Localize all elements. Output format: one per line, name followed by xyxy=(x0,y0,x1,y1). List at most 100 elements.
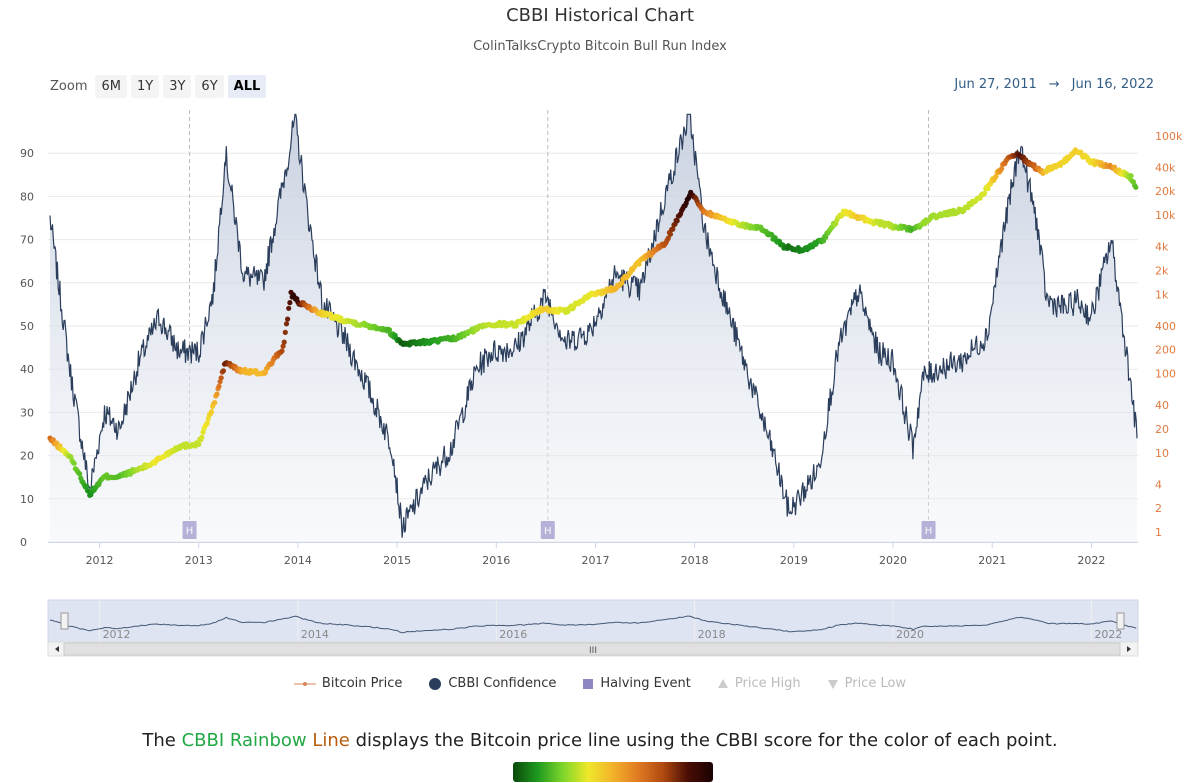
x-tick-label: 2020 xyxy=(879,554,907,567)
right-tick-label: 10k xyxy=(1155,209,1176,222)
x-tick-label: 2019 xyxy=(780,554,808,567)
price-point xyxy=(286,305,292,311)
price-point xyxy=(262,370,268,376)
navigator-series xyxy=(49,615,1137,634)
left-tick-label: 30 xyxy=(20,406,34,419)
navigator: 2012 2014 2016 2018 2020 2022 III xyxy=(47,599,1139,657)
price-point xyxy=(208,409,215,415)
zoom-all-button[interactable]: ALL xyxy=(227,75,267,98)
price-point xyxy=(220,368,226,374)
navigator-label: 2022 xyxy=(1094,628,1122,641)
navigator-label: 2014 xyxy=(301,628,329,641)
right-tick-label: 10 xyxy=(1155,447,1169,460)
scrollbar-thumb[interactable] xyxy=(63,642,1121,656)
navigator-left-handle[interactable] xyxy=(60,612,69,630)
right-tick-label: 40 xyxy=(1155,399,1169,412)
chart-subtitle: ColinTalksCrypto Bitcoin Bull Run Index xyxy=(473,39,727,54)
left-tick-label: 60 xyxy=(20,277,34,290)
line-dot-icon xyxy=(293,681,316,686)
footer-rainbow-word: CBBI Rainbow xyxy=(181,730,307,751)
price-point xyxy=(83,483,89,489)
range-arrow: → xyxy=(1048,77,1060,92)
legend-bitcoin-price[interactable]: Bitcoin Price xyxy=(293,676,403,691)
price-point xyxy=(199,434,205,440)
x-tick-label: 2012 xyxy=(86,554,114,567)
price-point xyxy=(636,261,642,267)
right-tick-label: 1k xyxy=(1155,288,1169,301)
price-point xyxy=(50,437,56,443)
legend-cbbi-confidence[interactable]: CBBI Confidence xyxy=(428,676,556,691)
price-point xyxy=(965,205,971,211)
legend-label: Price High xyxy=(734,676,801,691)
scroll-left-arrow-icon[interactable] xyxy=(55,646,59,652)
x-tick-label: 2017 xyxy=(581,554,609,567)
x-tick-label: 2022 xyxy=(1077,554,1105,567)
price-point xyxy=(674,218,680,224)
left-tick-label: 10 xyxy=(20,493,34,506)
cbbi-area xyxy=(49,113,1138,543)
right-tick-label: 100 xyxy=(1155,368,1176,381)
zoom-label: Zoom xyxy=(50,79,88,94)
bitcoin-price-line xyxy=(47,147,1139,498)
zoom-6m-button[interactable]: 6M xyxy=(95,75,127,98)
scroll-right-arrow-icon[interactable] xyxy=(1127,646,1131,652)
left-tick-label: 0 xyxy=(20,536,27,549)
legend-price-high[interactable]: Price High xyxy=(717,676,801,691)
price-point xyxy=(670,226,676,232)
price-point xyxy=(216,383,222,389)
right-tick-label: 2 xyxy=(1155,502,1162,515)
date-range: Jun 27, 2011 → Jun 16, 2022 xyxy=(948,77,1160,92)
price-point xyxy=(281,339,287,345)
price-point xyxy=(619,280,625,286)
x-tick-label: 2021 xyxy=(978,554,1006,567)
right-tick-label: 400 xyxy=(1155,320,1176,333)
square-icon xyxy=(583,678,594,689)
price-point xyxy=(513,323,519,329)
zoom-6y-button[interactable]: 6Y xyxy=(195,75,224,98)
left-tick-label: 90 xyxy=(20,147,34,160)
legend-price-low[interactable]: Price Low xyxy=(827,676,906,691)
zoom-1y-button[interactable]: 1Y xyxy=(130,75,160,98)
price-point xyxy=(212,400,218,406)
footer-caption: The CBBI Rainbow Line displays the Bitco… xyxy=(0,730,1200,751)
navigator-label: 2018 xyxy=(698,628,726,641)
price-point xyxy=(665,235,671,241)
right-tick-label: 2k xyxy=(1155,264,1169,277)
left-tick-label: 70 xyxy=(20,234,34,247)
right-tick-label: 40k xyxy=(1155,161,1176,174)
price-point xyxy=(204,420,210,426)
legend-halving-event[interactable]: Halving Event xyxy=(582,676,691,691)
price-point xyxy=(279,348,285,354)
price-point xyxy=(196,441,202,447)
price-point xyxy=(283,321,290,327)
price-point xyxy=(999,166,1005,172)
price-point xyxy=(769,232,775,238)
x-tick-label: 2015 xyxy=(383,554,411,567)
left-axis: 0 10 20 30 40 50 60 70 80 90 xyxy=(20,147,34,549)
circle-icon xyxy=(429,677,442,690)
price-point xyxy=(218,375,224,381)
navigator-right-handle[interactable] xyxy=(1116,612,1125,630)
price-point xyxy=(1133,184,1139,190)
legend: Bitcoin Price CBBI Confidence Halving Ev… xyxy=(0,676,1200,691)
price-point xyxy=(985,186,991,192)
zoom-3y-button[interactable]: 3Y xyxy=(163,75,192,98)
price-point xyxy=(205,415,211,422)
range-to-input[interactable]: Jun 16, 2022 xyxy=(1071,77,1154,92)
price-point xyxy=(823,234,829,240)
right-tick-label: 20 xyxy=(1155,423,1169,436)
scrollbar-grip[interactable]: III xyxy=(589,646,597,656)
legend-label: Price Low xyxy=(844,676,907,691)
left-tick-label: 80 xyxy=(20,190,34,203)
legend-label: CBBI Confidence xyxy=(448,676,557,691)
price-point xyxy=(1128,173,1134,179)
range-from-input[interactable]: Jun 27, 2011 xyxy=(954,77,1037,92)
navigator-window[interactable] xyxy=(47,599,1139,643)
price-point xyxy=(667,231,674,237)
price-point xyxy=(214,391,220,397)
legend-label: Bitcoin Price xyxy=(321,676,403,691)
footer-line-word: Line xyxy=(306,730,350,751)
cbbi-confidence-line[interactable] xyxy=(49,113,1138,538)
x-tick-label: 2013 xyxy=(185,554,213,567)
